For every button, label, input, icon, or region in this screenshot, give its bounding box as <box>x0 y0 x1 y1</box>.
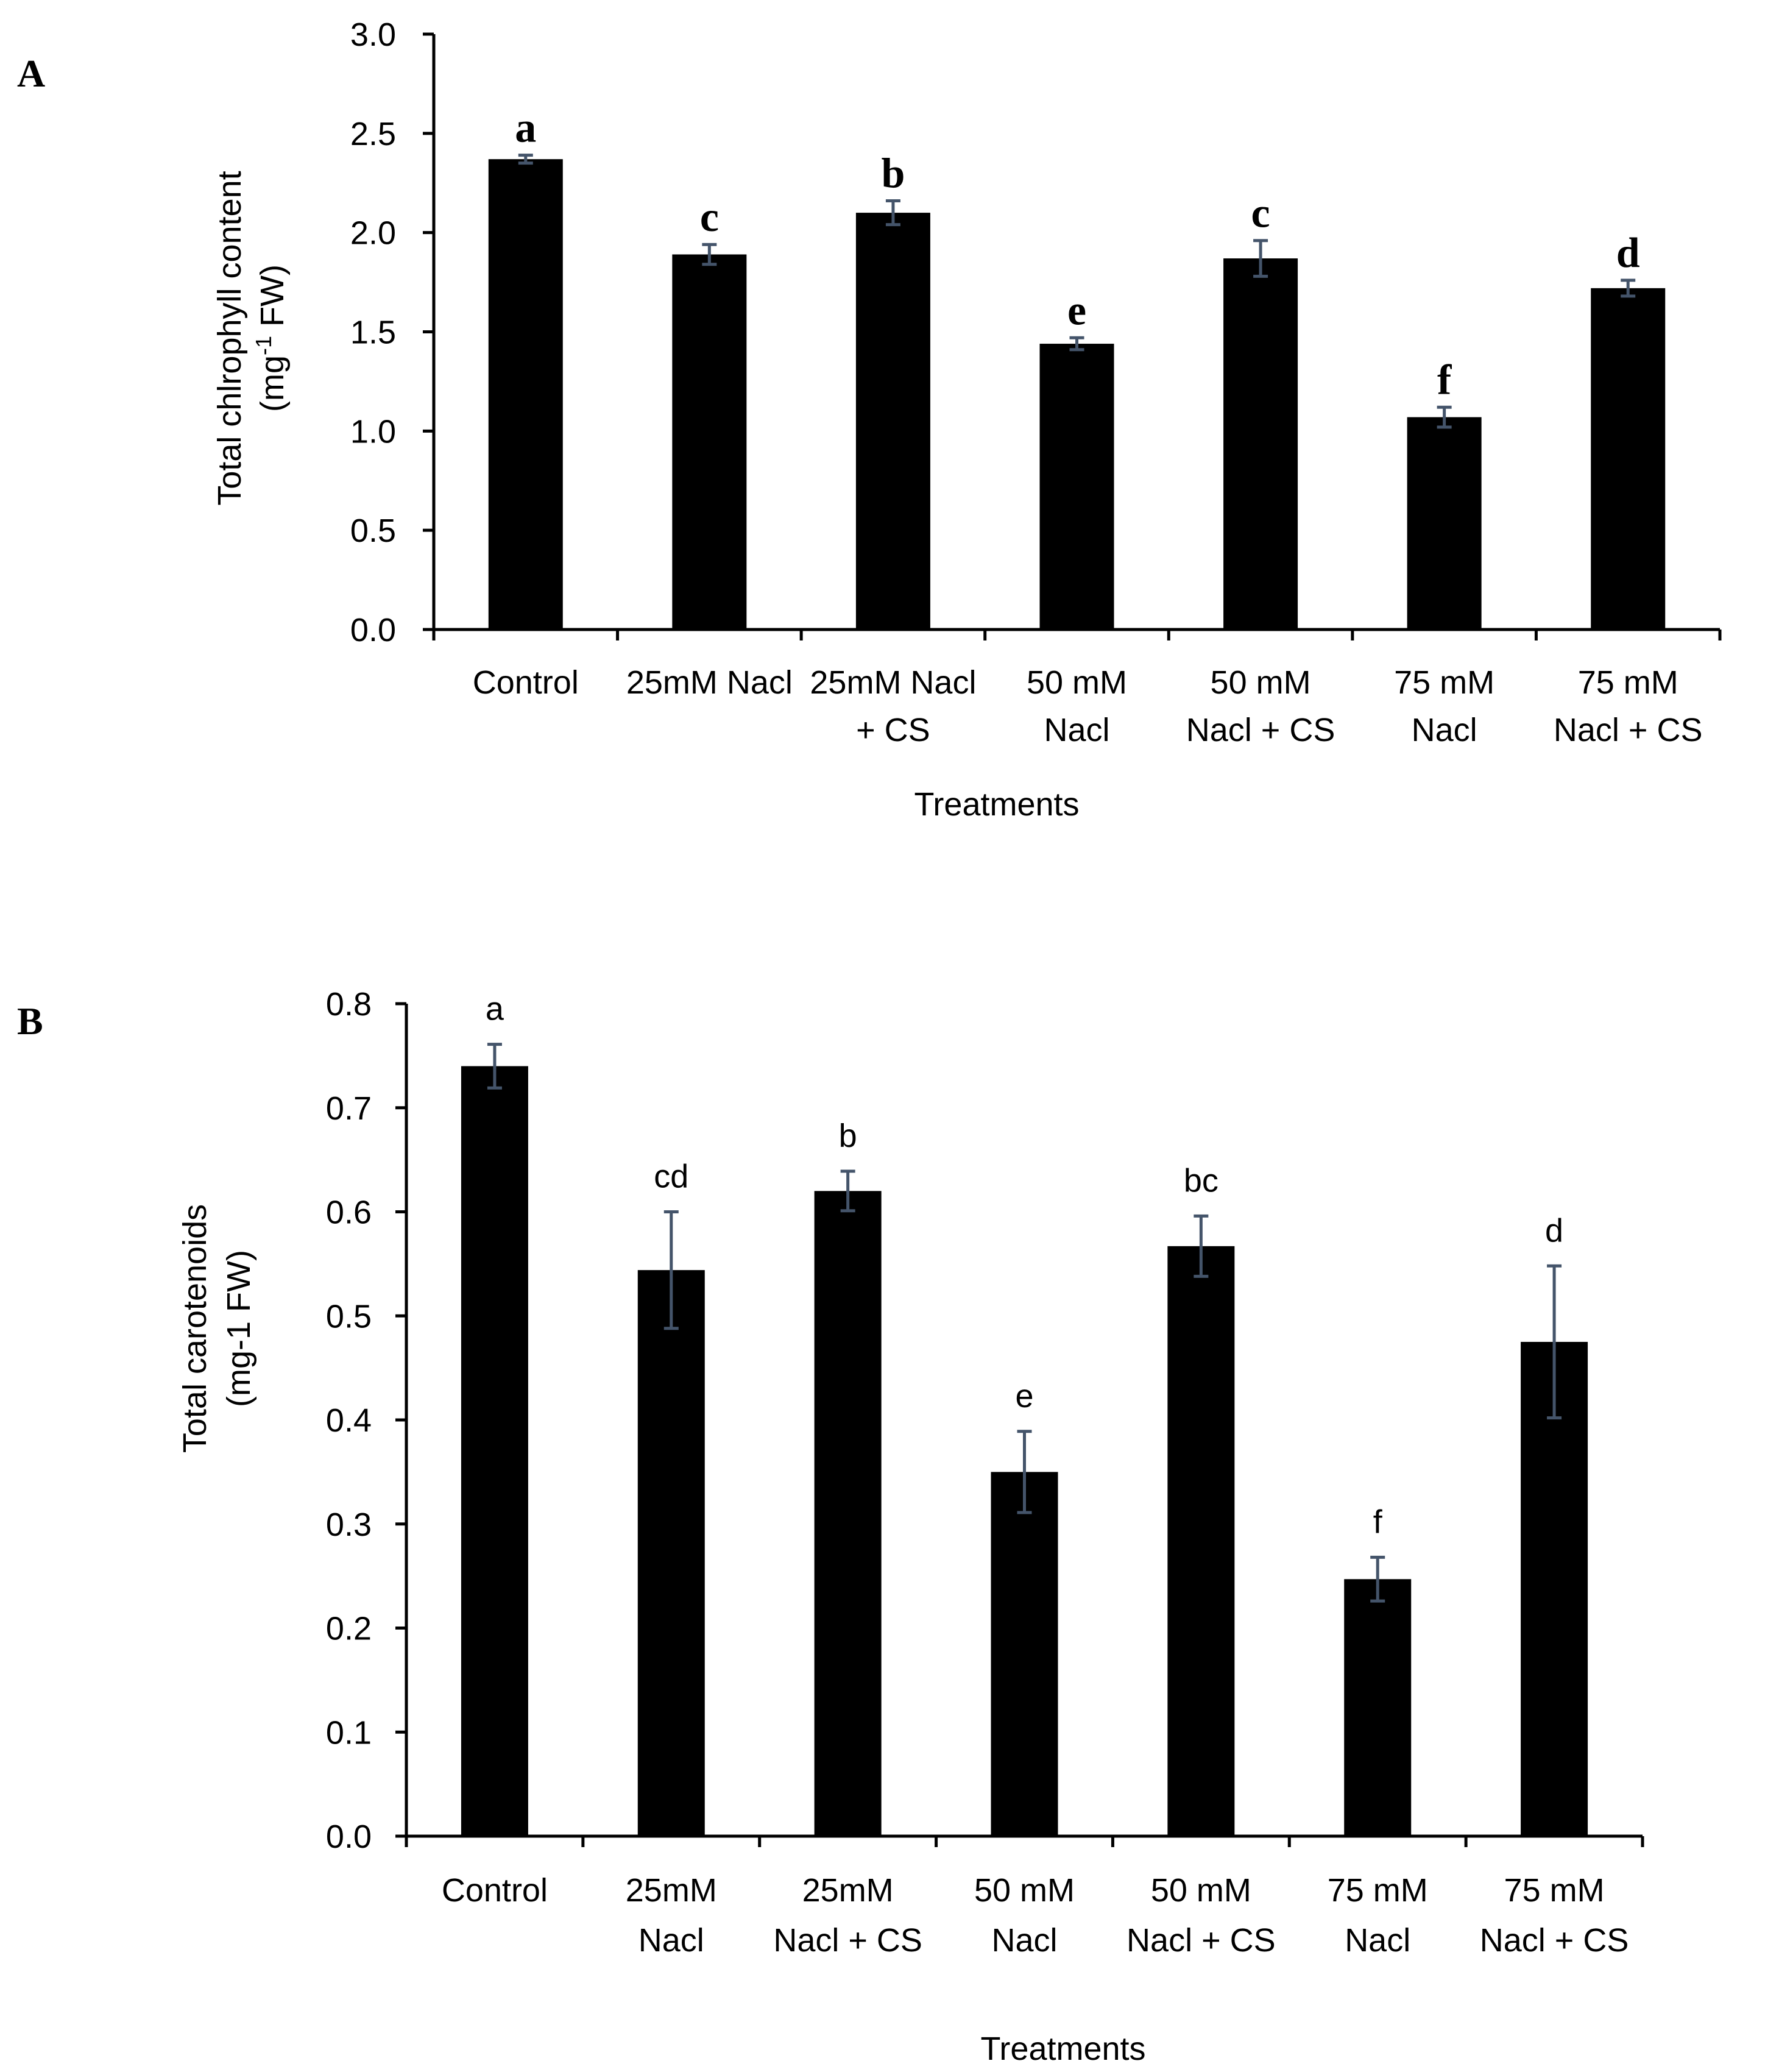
panel-b-error-bar-3 <box>840 1169 855 1213</box>
panel-b-category-label-6: 75 mM Nacl <box>1328 1872 1428 1959</box>
panel-a-category-label-5: 50 mM Nacl + CS <box>1186 664 1335 748</box>
panel-a-sig-letter-1: a <box>515 105 536 152</box>
panel-a-sig-letter-6: f <box>1437 357 1452 403</box>
panel-a-sig-letter-5: c <box>1251 190 1270 237</box>
panel-b-bar-3 <box>814 1191 882 1836</box>
panel-b-category-label-5: 50 mM Nacl + CS <box>1126 1872 1276 1959</box>
panel-a-y-tick-label: 1.5 <box>350 314 396 351</box>
panel-b-y-tick-label: 0.1 <box>326 1714 372 1751</box>
panel-a-y-tick-label: 3.0 <box>350 16 396 53</box>
panel-a-error-bar-1 <box>518 154 533 165</box>
panel-b-error-bar-6 <box>1370 1555 1385 1603</box>
panel-b-y-tick-label: 0.6 <box>326 1194 372 1231</box>
panel-a-sig-letter-3: b <box>881 151 905 197</box>
panel-a-category-label-4: 50 mM Nacl <box>1027 664 1127 748</box>
panel-b-sig-letter-1: a <box>486 991 504 1027</box>
panel-a-chart: A Total chlrophyll content (mg-1 FW) 0.0… <box>17 16 1722 823</box>
panel-a-bar-7 <box>1591 288 1666 630</box>
panel-a-label: A <box>17 52 45 95</box>
panel-b-category-label-7: 75 mM Nacl + CS <box>1480 1872 1629 1959</box>
panel-b-category-label-4: 50 mM Nacl <box>974 1872 1075 1959</box>
panel-b-sig-letter-4: e <box>1015 1378 1033 1414</box>
panel-a-y-tick-label: 0.5 <box>350 513 396 549</box>
panel-b-error-bar-2 <box>663 1210 679 1330</box>
panel-a-bar-4 <box>1039 344 1114 630</box>
panel-b-y-axis-title: Total carotenoids (mg-1 FW) <box>177 1204 257 1453</box>
panel-b-bar-2 <box>637 1270 705 1836</box>
panel-b-category-label-3: 25mM Nacl + CS <box>773 1872 922 1959</box>
panel-b-bar-1 <box>461 1066 528 1836</box>
panel-b-sig-letter-2: cd <box>654 1158 688 1195</box>
panel-a-category-label-1: Control <box>473 664 579 701</box>
panel-b-bar-4 <box>991 1472 1058 1836</box>
panel-a-error-bar-5 <box>1253 239 1268 278</box>
panel-b-y-tick-label: 0.2 <box>326 1611 372 1647</box>
panel-b-sig-letter-3: b <box>839 1118 857 1154</box>
panel-a-bar-5 <box>1223 258 1298 630</box>
panel-b-chart: B Total carotenoids (mg-1 FW) 0.00.10.20… <box>17 986 1644 2067</box>
panel-a-y-axis-title-line1: Total chlrophyll content <box>211 171 248 505</box>
panel-a-sig-letter-2: c <box>700 194 719 241</box>
panel-b-category-label-2: 25mM Nacl <box>626 1872 717 1959</box>
panel-b-bar-6 <box>1344 1579 1412 1836</box>
panel-a-error-bar-7 <box>1621 279 1636 298</box>
panel-b-plot-area: 0.0 0.1 0.2 0.3 0.4 0.5 0.6 0.7 0.8 a Control cd 25m… <box>326 986 1644 1959</box>
panel-a-sig-letter-7: d <box>1616 230 1640 277</box>
panel-a-y-axis-title: Total chlrophyll content (mg-1 FW) <box>211 171 291 505</box>
panel-a-error-bar-6 <box>1437 405 1452 429</box>
panel-a-category-label-3: 25mM Nacl + CS <box>810 664 976 748</box>
panel-a-bar-6 <box>1407 417 1482 630</box>
panel-a-error-bar-2 <box>702 243 717 266</box>
panel-b-bar-7 <box>1521 1341 1588 1836</box>
panel-a-y-tick-label: 2.0 <box>350 215 396 252</box>
panel-b-y-tick-label: 0.3 <box>326 1506 372 1543</box>
panel-b-sig-letter-6: f <box>1373 1503 1383 1540</box>
panel-a-y-tick-label: 1.0 <box>350 413 396 450</box>
panel-a-category-label-6: 75 mM Nacl <box>1394 664 1494 748</box>
panel-b-error-bar-7 <box>1547 1264 1562 1420</box>
panel-b-sig-letter-5: bc <box>1184 1162 1218 1199</box>
panel-a-x-axis-title: Treatments <box>914 786 1079 823</box>
panel-a-y-axis-title-line2: (mg-1 FW) <box>251 264 291 412</box>
panel-b-y-axis-title-line2: (mg-1 FW) <box>221 1250 257 1407</box>
panel-a-category-label-2: 25mM Nacl <box>626 664 793 701</box>
panel-b-label: B <box>17 999 43 1043</box>
panel-a-bar-1 <box>488 159 563 630</box>
panel-b-y-tick-label: 0.7 <box>326 1090 372 1127</box>
panel-a-bar-3 <box>855 213 930 630</box>
panel-a-y-tick-label: 0.0 <box>350 612 396 648</box>
panel-a-plot-area: 0.0 0.5 1.0 1.5 2.0 2.5 3.0 a Control c 25mM Nacl b… <box>350 16 1722 748</box>
panel-b-y-tick-label: 0.8 <box>326 986 372 1023</box>
panel-b-y-axis-title-line1: Total carotenoids <box>177 1204 213 1453</box>
panel-b-y-tick-label: 0.5 <box>326 1298 372 1335</box>
panel-a-error-bar-4 <box>1069 336 1084 352</box>
panel-b-x-axis-title: Treatments <box>980 2031 1145 2067</box>
panel-b-y-tick-label: 0.0 <box>326 1818 372 1855</box>
panel-a-bar-2 <box>672 254 747 630</box>
panel-b-error-bar-4 <box>1017 1430 1032 1514</box>
panel-b-y-tick-label: 0.4 <box>326 1402 372 1439</box>
panel-a-category-label-7: 75 mM Nacl + CS <box>1554 664 1703 748</box>
panel-b-category-label-1: Control <box>442 1872 548 1909</box>
panel-a-sig-letter-4: e <box>1067 287 1086 334</box>
panel-a-error-bar-3 <box>885 199 900 227</box>
panel-a-y-tick-label: 2.5 <box>350 116 396 152</box>
panel-b-error-bar-5 <box>1194 1214 1209 1278</box>
panel-b-sig-letter-7: d <box>1545 1212 1563 1249</box>
panel-b-error-bar-1 <box>487 1043 502 1090</box>
panel-b-bar-5 <box>1167 1246 1235 1836</box>
